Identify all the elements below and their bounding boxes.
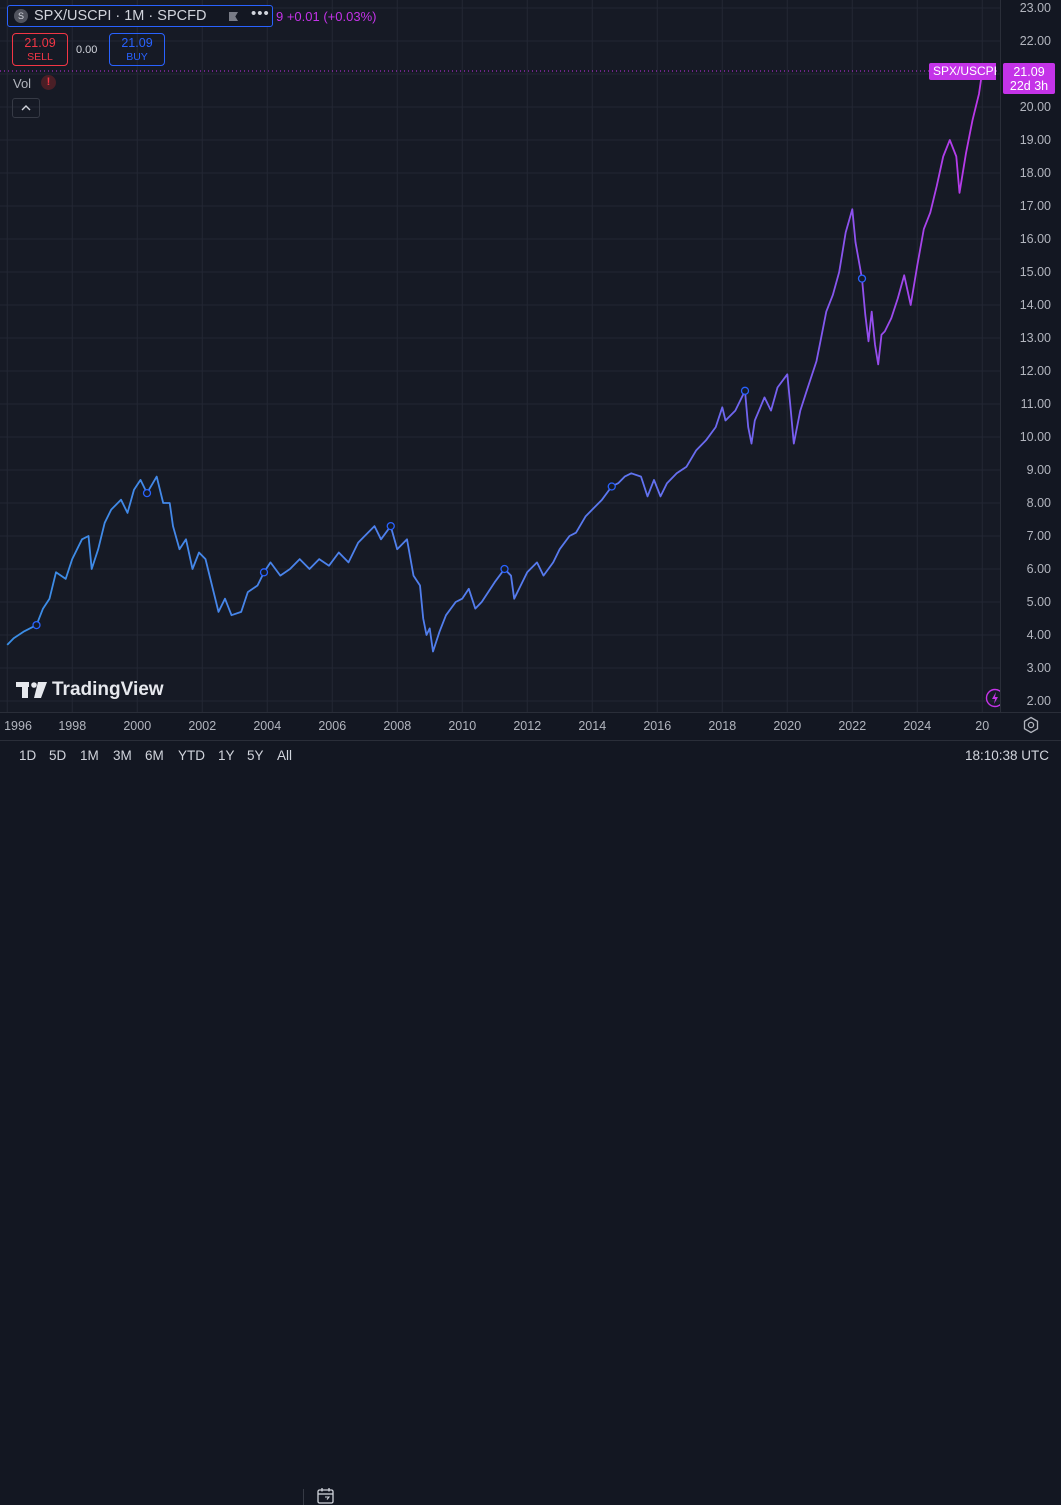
y-tick-label: 13.00 [1019, 331, 1051, 345]
volume-indicator-label[interactable]: Vol [13, 76, 32, 91]
bar-countdown: 22d 3h [1009, 79, 1049, 93]
x-tick-label: 2022 [838, 719, 867, 733]
watermark-text: TradingView [52, 679, 164, 700]
symbol-title[interactable]: SPX/USCPI · 1M · SPCFD [34, 8, 207, 24]
settings-icon[interactable] [1022, 716, 1040, 734]
x-tick-label: 2018 [708, 719, 737, 733]
price-axis[interactable]: 23.0022.0021.0020.0019.0018.0017.0016.00… [1000, 0, 1061, 712]
y-tick-label: 17.00 [1019, 199, 1051, 213]
x-tick-label: 2008 [383, 719, 412, 733]
y-tick-label: 7.00 [1026, 529, 1051, 543]
y-tick-label: 10.00 [1019, 430, 1051, 444]
sell-button[interactable]: 21.09 SELL [12, 33, 68, 66]
buy-price: 21.09 [121, 36, 153, 50]
y-tick-label: 2.00 [1026, 694, 1051, 708]
y-tick-label: 9.00 [1026, 463, 1051, 477]
y-tick-label: 18.00 [1019, 166, 1051, 180]
event-marker[interactable] [259, 568, 269, 577]
symbol-selector[interactable]: S SPX/USCPI · 1M · SPCFD ••• [7, 5, 273, 27]
spread-value: 0.00 [76, 44, 98, 56]
lightning-icon[interactable] [985, 688, 1000, 708]
flag-icon[interactable] [229, 12, 238, 21]
x-tick-label: 2002 [188, 719, 217, 733]
y-tick-label: 4.00 [1026, 628, 1051, 642]
x-tick-label: 1996 [4, 719, 32, 733]
y-tick-label: 11.00 [1020, 397, 1051, 411]
y-tick-label: 19.00 [1019, 133, 1051, 147]
range-button-all[interactable]: All [277, 748, 293, 763]
sell-label: SELL [27, 51, 53, 63]
event-markers [32, 274, 867, 630]
sell-price: 21.09 [24, 36, 56, 50]
y-tick-label: 15.00 [1019, 265, 1051, 279]
y-tick-label: 20.00 [1019, 100, 1051, 114]
event-marker[interactable] [386, 521, 395, 531]
y-tick-label: 12.00 [1019, 364, 1051, 378]
chart-plot[interactable] [0, 0, 1000, 712]
warning-icon[interactable]: ! [41, 75, 56, 90]
y-tick-label: 23.00 [1019, 1, 1051, 15]
event-marker[interactable] [500, 564, 509, 574]
x-tick-label: 2012 [513, 719, 542, 733]
event-marker[interactable] [142, 488, 152, 498]
series-line [6, 70, 984, 653]
y-tick-label: 8.00 [1026, 496, 1051, 510]
series-line-group [6, 70, 984, 653]
calendar-icon[interactable] [316, 1487, 336, 1505]
price-change: 9 +0.01 (+0.03%) [276, 9, 377, 24]
chevron-up-icon [21, 105, 31, 111]
toolbar-divider [303, 1489, 304, 1505]
range-button-5d[interactable]: 5D [49, 748, 67, 763]
chart-area[interactable]: S SPX/USCPI · 1M · SPCFD ••• 9 +0.01 (+0… [0, 0, 1000, 712]
range-button-5y[interactable]: 5Y [247, 748, 264, 763]
x-tick-label: 2016 [643, 719, 672, 733]
x-tick-label: 2004 [253, 719, 282, 733]
buy-button[interactable]: 21.09 BUY [109, 33, 165, 66]
range-button-6m[interactable]: 6M [145, 748, 164, 763]
event-marker[interactable] [740, 386, 750, 395]
y-tick-label: 3.00 [1026, 661, 1051, 675]
range-button-1m[interactable]: 1M [80, 748, 99, 763]
event-marker[interactable] [607, 482, 616, 491]
grid [0, 0, 1000, 712]
time-axis[interactable]: 1996 1998 2000 2002 2004 2006 2008 2010 2012 2014… [0, 712, 1061, 740]
y-tick-label: 16.00 [1019, 232, 1051, 246]
bottom-toolbar: 1D 5D 1M 3M 6M YTD 1Y 5Y All 18:10:38 UTC [0, 740, 1061, 1505]
range-button-1d[interactable]: 1D [19, 748, 37, 763]
range-button-3m[interactable]: 3M [113, 748, 132, 763]
x-tick-label: 20 [975, 719, 990, 733]
x-tick-label: 2024 [903, 719, 932, 733]
x-tick-label: 1998 [58, 719, 87, 733]
x-tick-label: 2000 [123, 719, 152, 733]
y-tick-label: 22.00 [1019, 34, 1051, 48]
range-button-ytd[interactable]: YTD [178, 748, 205, 763]
y-tick-label: 14.00 [1019, 298, 1051, 312]
y-tick-label: 5.00 [1026, 595, 1051, 609]
x-tick-label: 2014 [578, 719, 607, 733]
series-label: SPX/USCPI [929, 63, 996, 80]
tradingview-logo-icon [16, 682, 47, 698]
y-tick-label: 6.00 [1026, 562, 1051, 576]
range-button-1y[interactable]: 1Y [218, 748, 235, 763]
last-price-tag: 21.09 22d 3h [1003, 63, 1055, 94]
event-marker[interactable] [32, 620, 41, 630]
symbol-logo-icon: S [14, 9, 28, 23]
event-marker[interactable] [857, 274, 867, 283]
x-tick-label: 2006 [318, 719, 347, 733]
buy-label: BUY [126, 51, 148, 63]
clock[interactable]: 18:10:38 UTC [964, 748, 1049, 763]
last-price-value: 21.09 [1013, 65, 1045, 79]
collapse-legend-button[interactable] [12, 98, 40, 118]
x-tick-label: 2020 [773, 719, 802, 733]
more-icon[interactable]: ••• [251, 5, 270, 22]
x-tick-label: 2010 [448, 719, 477, 733]
